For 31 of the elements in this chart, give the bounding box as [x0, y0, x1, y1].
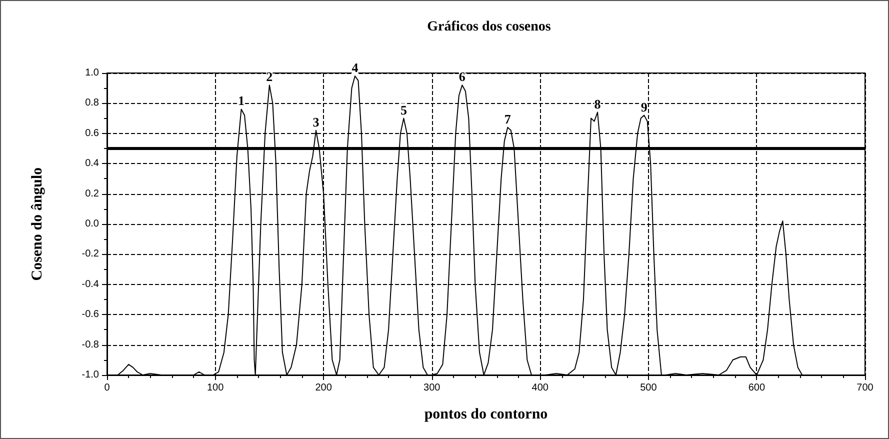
- y-tick-label: 0.6: [85, 128, 100, 139]
- annotation: 3: [312, 114, 320, 130]
- y-tick-label: -0.8: [82, 339, 100, 350]
- chart-title: Gráficos dos cosenos: [427, 20, 552, 34]
- annotation: 6: [458, 69, 466, 84]
- y-tick-label: 0.0: [85, 218, 100, 230]
- x-tick-label: 500: [640, 382, 658, 394]
- annotation: 2: [266, 69, 273, 84]
- x-tick-label: 200: [315, 382, 332, 394]
- x-tick-label: 0: [104, 382, 110, 394]
- x-tick-label: 600: [748, 382, 766, 394]
- y-tick-label: -0.4: [82, 278, 100, 290]
- y-tick-label: 0.8: [85, 98, 100, 109]
- annotation: 5: [400, 102, 408, 118]
- annotation: 7: [504, 111, 512, 126]
- y-tick-label: 1.0: [85, 68, 100, 78]
- annotation: 4: [352, 60, 359, 76]
- x-tick-label: 400: [532, 382, 549, 394]
- x-axis-title: pontos do contorno: [424, 406, 548, 422]
- y-tick-label: 0.2: [85, 188, 100, 200]
- y-tick-label: 0.4: [85, 158, 100, 170]
- y-tick-label: -1.0: [82, 370, 100, 380]
- annotation: 9: [640, 99, 648, 114]
- x-tick-label: 700: [856, 382, 874, 394]
- x-tick-label: 100: [206, 382, 224, 394]
- annotation: 1: [238, 93, 245, 108]
- y-tick-label: -0.2: [82, 248, 100, 260]
- annotation: 8: [594, 96, 602, 112]
- x-tick-label: 300: [424, 382, 441, 394]
- y-axis-title: Coseno do ângulo: [30, 167, 46, 281]
- y-tick-label: -0.6: [82, 309, 100, 320]
